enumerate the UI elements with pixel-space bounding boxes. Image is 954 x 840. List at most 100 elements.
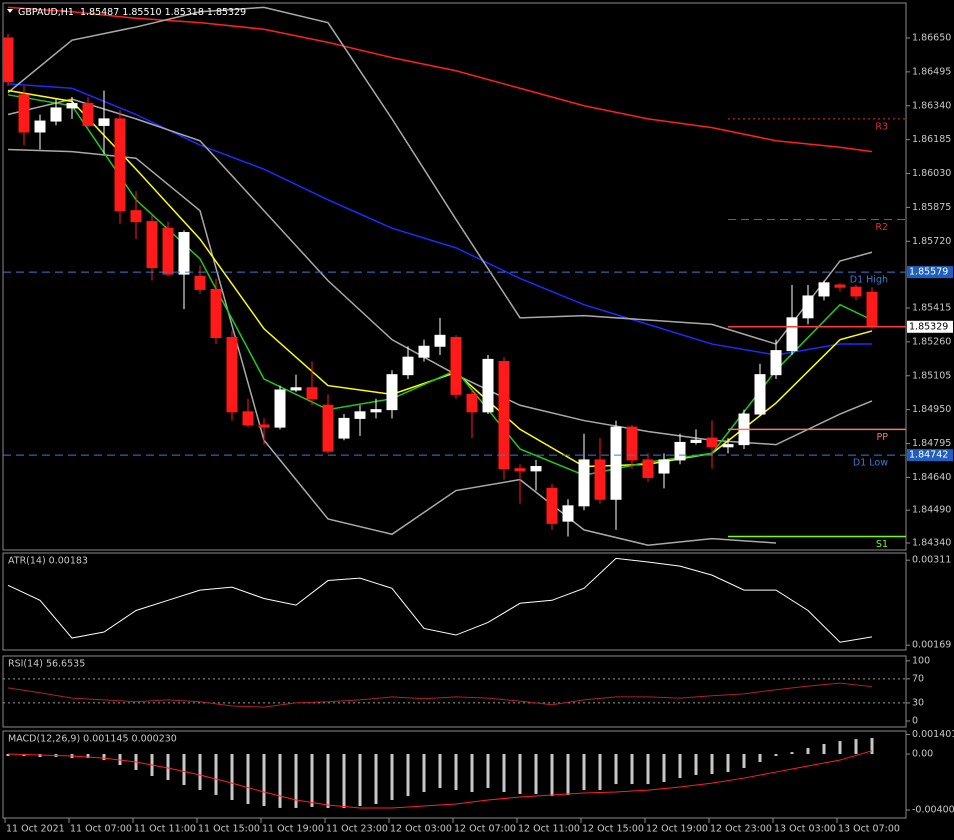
indicator-line — [7, 682, 873, 708]
price-box — [907, 449, 953, 462]
candle-body — [434, 334, 446, 347]
candle-body — [146, 221, 158, 269]
histogram-bar — [470, 754, 474, 793]
plot-area — [7, 557, 873, 643]
histogram-bar — [454, 754, 458, 791]
histogram-bar — [310, 754, 314, 807]
candle-body — [114, 118, 126, 212]
indicator-line — [7, 148, 777, 546]
y-tick-label: 30 — [912, 697, 924, 708]
histogram-bar — [166, 754, 170, 781]
last-price-box — [907, 320, 953, 333]
histogram-bar — [854, 739, 858, 755]
histogram-bar — [598, 754, 602, 791]
x-tick-label: 11 Oct 23:00 — [326, 824, 388, 835]
candle-body — [722, 444, 734, 448]
panel-frame — [2, 552, 907, 651]
indicator-line — [7, 6, 873, 345]
candle-body — [610, 426, 622, 500]
histogram-bar — [278, 754, 282, 808]
histogram-bar — [86, 754, 90, 759]
candle-body — [706, 437, 718, 448]
y-tick-label: 1.86185 — [912, 134, 951, 145]
candle-body — [338, 417, 350, 439]
x-tick-label: 12 Oct 23:00 — [710, 824, 772, 835]
indicator-title: MACD(12,26,9) 0.001145 0.000230 — [8, 734, 177, 745]
candle-body — [482, 358, 494, 413]
y-tick-label: 1.86495 — [912, 66, 951, 77]
x-tick-label: 11 Oct 11:00 — [134, 824, 196, 835]
chart-header: GBPAUD,H1 1.85487 1.85510 1.85318 1.85329 — [18, 7, 246, 18]
candle-body — [770, 350, 782, 376]
histogram-bar — [102, 754, 106, 761]
indicator-title: ATR(14) 0.00183 — [8, 556, 88, 567]
histogram-bar — [198, 754, 202, 791]
menu-arrow[interactable] — [7, 9, 13, 13]
y-tick-label: 1.84340 — [912, 538, 951, 549]
y-tick-label: 1.84950 — [912, 404, 951, 415]
candle-body — [866, 291, 878, 328]
histogram-bar — [774, 754, 778, 756]
candle-body — [50, 107, 62, 122]
candle-body — [210, 288, 222, 338]
indicator-title: RSI(14) 56.6535 — [8, 659, 85, 670]
candle-body — [370, 409, 382, 413]
candle-body — [514, 468, 526, 472]
plot-area — [3, 678, 906, 708]
candle-body — [754, 374, 766, 415]
x-tick-label: 13 Oct 03:00 — [774, 824, 836, 835]
histogram-bar — [374, 754, 378, 805]
x-tick-label: 12 Oct 19:00 — [646, 824, 708, 835]
histogram-bar — [758, 754, 762, 763]
y-tick-label: 1.84490 — [912, 505, 951, 516]
y-tick-label: -0.004007 — [912, 804, 954, 815]
histogram-bar — [582, 754, 586, 791]
x-tick-label: 12 Oct 07:00 — [454, 824, 516, 835]
histogram-bar — [614, 754, 618, 785]
histogram-bar — [406, 754, 410, 797]
candle-body — [274, 389, 286, 428]
histogram-bar — [806, 748, 810, 755]
panel-frame — [2, 655, 907, 728]
candle-body — [466, 393, 478, 413]
histogram-bar — [214, 754, 218, 795]
candle-body — [194, 275, 206, 290]
candle-body — [658, 459, 670, 474]
histogram-bar — [422, 754, 426, 793]
y-tick-label: 100 — [912, 655, 930, 666]
candle-body — [322, 404, 334, 452]
candle-body — [418, 345, 430, 358]
plot-area — [6, 738, 874, 809]
candle-body — [802, 295, 814, 319]
level-label: PP — [877, 432, 889, 443]
x-tick-label: 11 Oct 2021 — [6, 824, 65, 835]
histogram-bar — [710, 754, 714, 775]
ohlc: 1.85487 1.85510 1.85318 1.85329 — [80, 7, 246, 18]
y-tick-label: 1.84640 — [912, 472, 951, 483]
y-tick-label: 1.85415 — [912, 302, 951, 313]
y-tick-label: 1.85720 — [912, 236, 951, 247]
histogram-bar — [742, 754, 746, 769]
candle-body — [642, 459, 654, 478]
histogram-bar — [822, 743, 826, 755]
indicator-line — [7, 557, 873, 643]
indicator-line — [7, 6, 873, 153]
candle-body — [226, 336, 238, 413]
signal-line — [7, 750, 873, 809]
indicator-line — [7, 83, 872, 356]
histogram-bar — [838, 741, 842, 755]
price-box-label: 1.85579 — [909, 267, 948, 278]
price-box — [907, 266, 953, 279]
histogram-bar — [262, 754, 266, 806]
candle-body — [690, 439, 702, 443]
candle-body — [178, 232, 190, 275]
y-tick-label: 0.00311 — [912, 555, 951, 566]
y-tick-label: 0 — [912, 715, 918, 726]
level-label: D1 High — [850, 275, 888, 286]
histogram-bar — [326, 754, 330, 808]
histogram-bar — [294, 754, 298, 808]
candle-body — [306, 387, 318, 400]
candle-body — [162, 227, 174, 275]
